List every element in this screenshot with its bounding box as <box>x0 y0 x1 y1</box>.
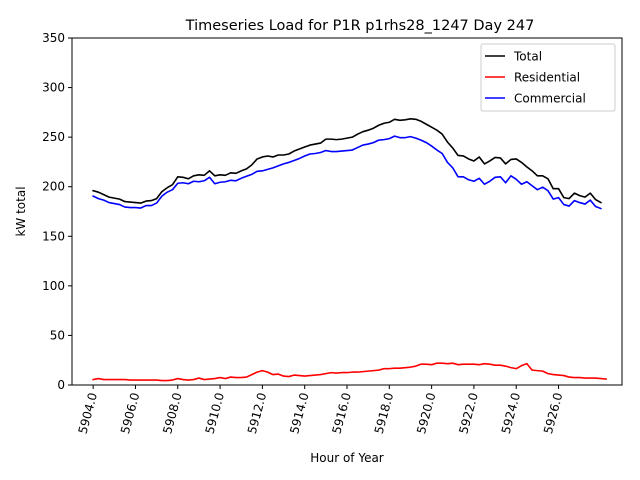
series-line-residential <box>92 362 608 382</box>
y-tick-label: 0 <box>57 378 65 392</box>
legend-label-residential: Residential <box>514 71 580 85</box>
series-line-total <box>92 118 602 204</box>
series-line-commercial <box>92 135 602 210</box>
y-tick-label: 350 <box>42 31 65 45</box>
y-tick-label: 100 <box>42 279 65 293</box>
y-tick-label: 50 <box>50 328 65 342</box>
y-tick-label: 150 <box>42 229 65 243</box>
legend-box <box>480 43 616 112</box>
legend-label-total: Total <box>513 50 542 64</box>
series-layer <box>92 118 608 382</box>
y-tick-label: 300 <box>42 81 65 95</box>
y-tick-label: 200 <box>42 180 65 194</box>
y-tick-label: 250 <box>42 130 65 144</box>
y-axis-title: kW total <box>14 186 28 236</box>
legend-label-commercial: Commercial <box>514 92 586 106</box>
legend: Total Residential Commercial <box>480 43 616 112</box>
y-axis: 0 50 100 150 200 250 300 350 <box>42 31 72 392</box>
x-axis-title: Hour of Year <box>310 451 384 465</box>
chart-title: Timeseries Load for P1R p1rhs28_1247 Day… <box>185 18 535 34</box>
